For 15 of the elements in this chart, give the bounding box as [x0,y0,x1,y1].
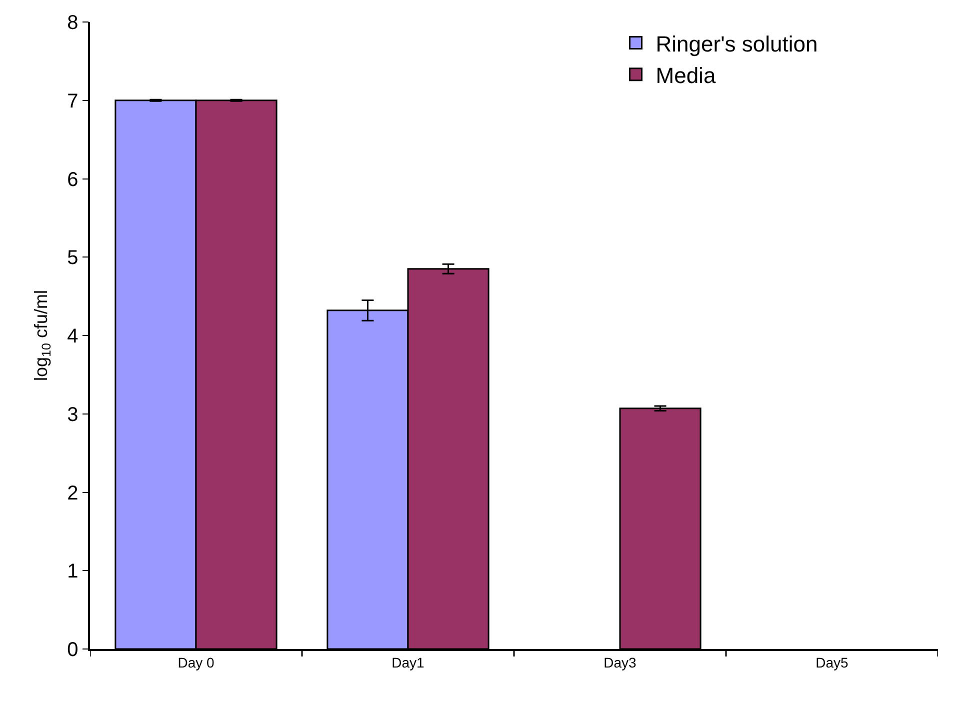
x-tick-label: Day1 [392,654,425,671]
y-tick-label: 3 [67,404,78,426]
y-tick-label: 2 [67,482,78,504]
legend-label: Media [656,62,716,88]
y-tick-label: 6 [67,168,78,191]
y-tick-label: 5 [67,247,78,270]
x-tick-label: Day3 [604,654,637,671]
y-tick-label: 4 [67,326,78,348]
legend-label: Ringer's solution [656,31,818,56]
y-tick-label: 8 [67,12,78,34]
y-tick-label: 7 [67,90,78,112]
y-tick-label: 1 [67,560,78,583]
x-tick-label: Day5 [816,654,849,671]
y-tick-label: 0 [67,639,78,661]
x-tick-label: Day 0 [178,654,214,671]
